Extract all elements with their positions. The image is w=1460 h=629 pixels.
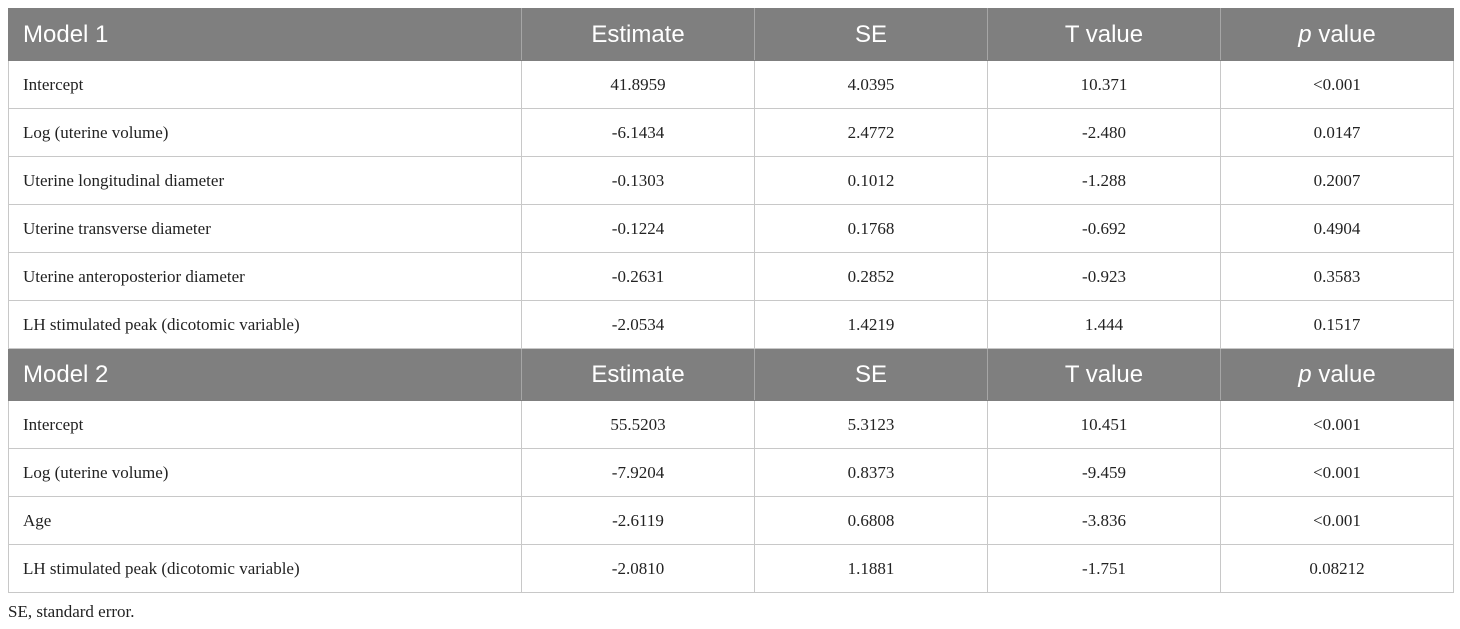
cell: -1.288: [987, 156, 1221, 205]
row-label: Intercept: [8, 400, 522, 449]
header-cell: Model 2: [8, 348, 522, 401]
header-row: Model 2 Estimate SE T value p value: [8, 348, 1454, 401]
cell: -1.751: [987, 544, 1221, 593]
cell: 4.0395: [754, 60, 988, 109]
cell: -9.459: [987, 448, 1221, 497]
cell: -0.1303: [521, 156, 755, 205]
data-row: LH stimulated peak (dicotomic variable) -…: [8, 300, 1454, 349]
row-label: Uterine anteroposterior diameter: [8, 252, 522, 301]
cell: <0.001: [1220, 400, 1454, 449]
cell: 1.1881: [754, 544, 988, 593]
cell: -2.480: [987, 108, 1221, 157]
row-label: Uterine transverse diameter: [8, 204, 522, 253]
cell: -7.9204: [521, 448, 755, 497]
cell: 10.371: [987, 60, 1221, 109]
cell: 0.6808: [754, 496, 988, 545]
data-row: Uterine longitudinal diameter -0.1303 0.10…: [8, 156, 1454, 205]
cell: <0.001: [1220, 448, 1454, 497]
cell: -0.692: [987, 204, 1221, 253]
cell: 55.5203: [521, 400, 755, 449]
cell: 0.8373: [754, 448, 988, 497]
cell: 41.8959: [521, 60, 755, 109]
row-label: Age: [8, 496, 522, 545]
cell: 0.3583: [1220, 252, 1454, 301]
cell: <0.001: [1220, 496, 1454, 545]
row-label: LH stimulated peak (dicotomic variable): [8, 544, 522, 593]
data-row: Uterine transverse diameter -0.1224 0.1768…: [8, 204, 1454, 253]
header-cell: Estimate: [521, 348, 755, 401]
header-cell: SE: [754, 8, 988, 61]
cell: 0.1768: [754, 204, 988, 253]
data-row: Intercept 55.5203 5.3123 10.451 <0.001: [8, 400, 1454, 449]
row-label: LH stimulated peak (dicotomic variable): [8, 300, 522, 349]
cell: 10.451: [987, 400, 1221, 449]
cell: -0.1224: [521, 204, 755, 253]
cell: <0.001: [1220, 60, 1454, 109]
cell: -0.923: [987, 252, 1221, 301]
cell: -0.2631: [521, 252, 755, 301]
row-label: Log (uterine volume): [8, 108, 522, 157]
cell: -3.836: [987, 496, 1221, 545]
cell: -2.0534: [521, 300, 755, 349]
data-row: Log (uterine volume) -7.9204 0.8373 -9.459 <…: [8, 448, 1454, 497]
data-row: LH stimulated peak (dicotomic variable) -…: [8, 544, 1454, 593]
header-cell: SE: [754, 348, 988, 401]
cell: 0.2852: [754, 252, 988, 301]
header-cell: p value: [1220, 8, 1454, 61]
header-cell: Estimate: [521, 8, 755, 61]
data-row: Age -2.6119 0.6808 -3.836 <0.001: [8, 496, 1454, 545]
cell: 0.1517: [1220, 300, 1454, 349]
header-cell: T value: [987, 8, 1221, 61]
cell: -2.6119: [521, 496, 755, 545]
row-label: Log (uterine volume): [8, 448, 522, 497]
cell: -2.0810: [521, 544, 755, 593]
cell: 0.2007: [1220, 156, 1454, 205]
data-row: Uterine anteroposterior diameter -0.2631 0…: [8, 252, 1454, 301]
header-cell: p value: [1220, 348, 1454, 401]
cell: -6.1434: [521, 108, 755, 157]
cell: 0.1012: [754, 156, 988, 205]
data-row: Intercept 41.8959 4.0395 10.371 <0.001: [8, 60, 1454, 109]
regression-table: Model 1 Estimate SE T value p value Intercept…: [8, 8, 1454, 593]
header-cell: T value: [987, 348, 1221, 401]
cell: 0.4904: [1220, 204, 1454, 253]
cell: 0.0147: [1220, 108, 1454, 157]
cell: 0.08212: [1220, 544, 1454, 593]
cell: 1.444: [987, 300, 1221, 349]
footnote: SE, standard error.: [8, 602, 135, 621]
cell: 5.3123: [754, 400, 988, 449]
data-row: Log (uterine volume) -6.1434 2.4772 -2.480 0…: [8, 108, 1454, 157]
cell: 1.4219: [754, 300, 988, 349]
cell: 2.4772: [754, 108, 988, 157]
row-label: Uterine longitudinal diameter: [8, 156, 522, 205]
header-cell: Model 1: [8, 8, 522, 61]
header-row: Model 1 Estimate SE T value p value: [8, 8, 1454, 61]
row-label: Intercept: [8, 60, 522, 109]
